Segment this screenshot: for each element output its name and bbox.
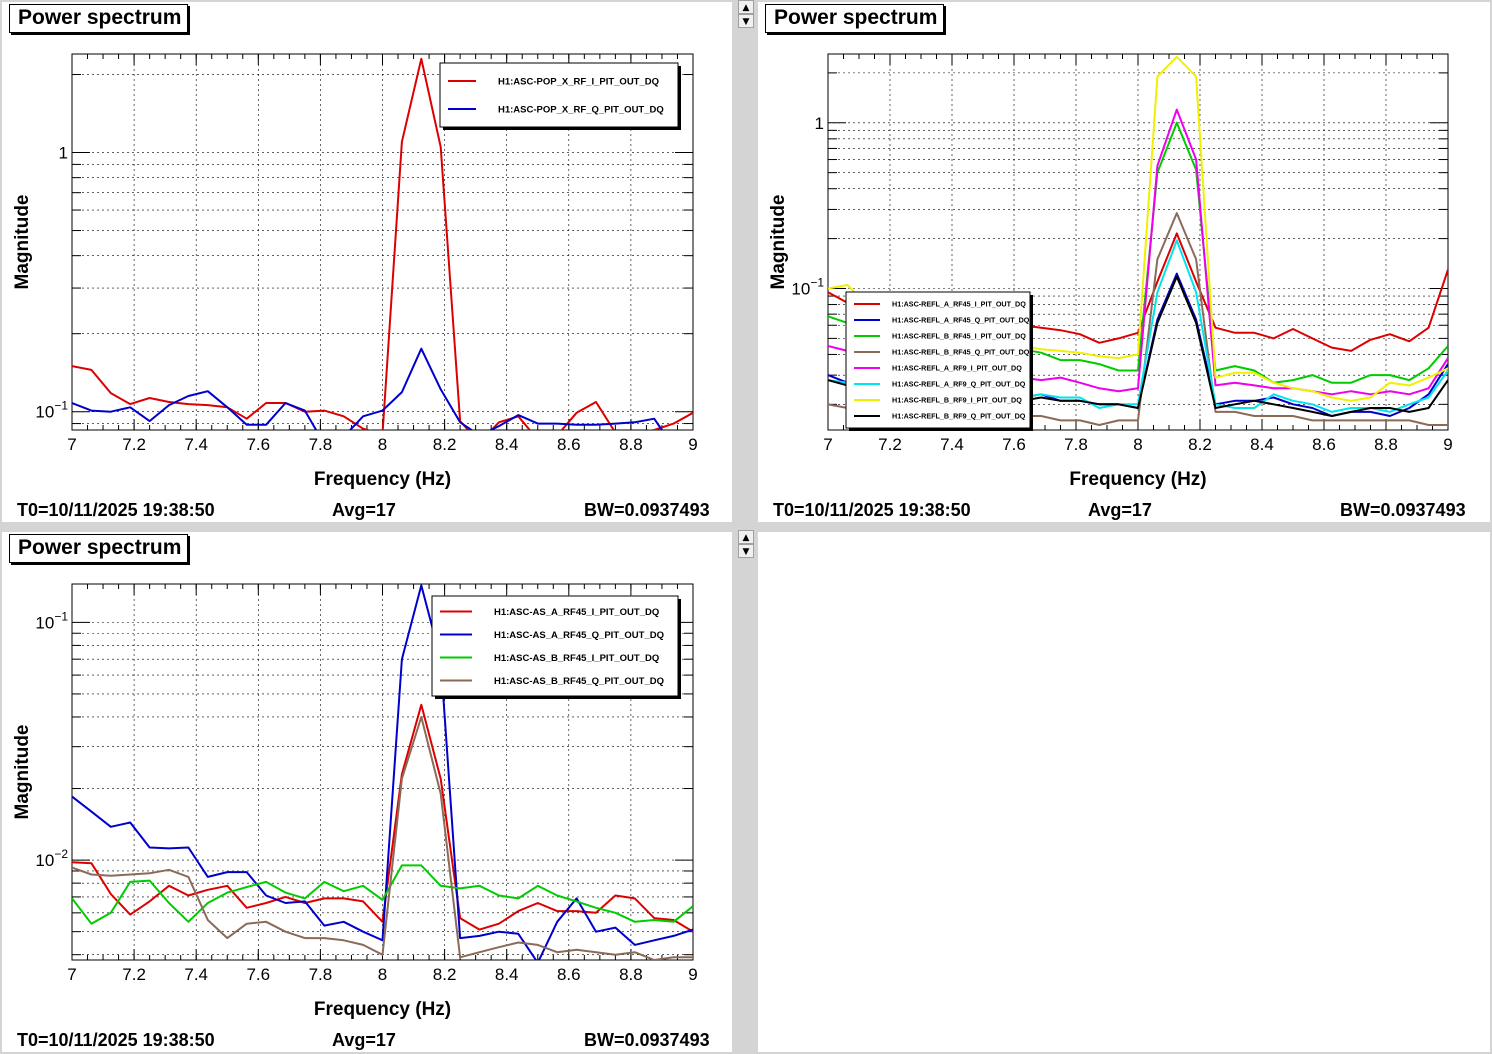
series-group: [72, 584, 693, 960]
y-tick-label: 10−1: [35, 399, 68, 422]
pad-title: Power spectrum: [9, 4, 189, 33]
x-tick-label: 8: [1133, 435, 1142, 454]
empty-pad[interactable]: [758, 532, 1490, 1052]
x-tick-label: 7.8: [309, 435, 333, 454]
y-tick-label: 1: [59, 144, 68, 163]
legend-label: H1:ASC-REFL_A_RF45_Q_PIT_OUT_DQ: [892, 316, 1030, 325]
x-tick-label: 8.4: [1250, 435, 1274, 454]
x-tick-label: 7: [823, 435, 832, 454]
legend-box: [845, 291, 1031, 429]
x-tick-label: 9: [1443, 435, 1452, 454]
scroll-down-button[interactable]: ▼: [738, 544, 754, 558]
series-line: [72, 584, 693, 960]
y-tick-label: 10−1: [791, 275, 824, 298]
series-line: [72, 347, 693, 430]
legend-label: H1:ASC-REFL_B_RF9_Q_PIT_OUT_DQ: [892, 412, 1026, 421]
x-tick-label: 7.8: [1064, 435, 1088, 454]
legend-label: H1:ASC-REFL_A_RF9_I_PIT_OUT_DQ: [892, 364, 1022, 373]
spectrum-pad-1[interactable]: Power spectrum 7 7.2 7.4 7.6 7.8 8 8.2 8.4 8.6 8.…: [2, 2, 732, 522]
series-line: [72, 703, 693, 933]
x-axis-title: Frequency (Hz): [314, 469, 451, 490]
x-tick-label: 9: [688, 965, 697, 984]
legend-label: H1:ASC-REFL_B_RF45_Q_PIT_OUT_DQ: [892, 348, 1030, 357]
footer-bw: BW=0.0937493: [1340, 500, 1466, 520]
spectrum-chart-2[interactable]: 7 7.2 7.4 7.6 7.8 8 8.2 8.4 8.6 8.8 9 1 10−1 Frequenc…: [758, 2, 1490, 497]
y-axis-title: Magnitude: [12, 195, 33, 290]
footer-t0: T0=10/11/2025 19:38:50: [17, 500, 215, 520]
x-tick-label: 7.6: [246, 435, 270, 454]
x-axis-title: Frequency (Hz): [1069, 469, 1206, 490]
x-tick-label: 8.2: [433, 965, 457, 984]
x-tick-label: 7.6: [246, 965, 270, 984]
series-group: [72, 57, 693, 430]
x-tick-label: 7.2: [122, 435, 146, 454]
x-tick-label: 8.6: [1312, 435, 1336, 454]
x-tick-label: 7: [67, 965, 76, 984]
x-tick-label: 8: [378, 435, 387, 454]
spectrum-pad-2[interactable]: Power spectrum 7 7.2 7.4 7.6 7.8 8 8.2 8.4 8.6 8.…: [758, 2, 1490, 522]
series-line: [72, 864, 693, 925]
legend-label: H1:ASC-AS_B_RF45_Q_PIT_OUT_DQ: [494, 676, 664, 687]
x-tick-label: 8: [378, 965, 387, 984]
spectrum-chart-1[interactable]: 7 7.2 7.4 7.6 7.8 8 8.2 8.4 8.6 8.8 9 1 10−1 Frequenc…: [2, 2, 732, 497]
legend-label: H1:ASC-AS_B_RF45_I_PIT_OUT_DQ: [494, 653, 659, 664]
x-tick-label: 7.8: [309, 965, 333, 984]
footer-avg: Avg=17: [1088, 500, 1152, 520]
x-tick-label: 9: [688, 435, 697, 454]
footer-t0: T0=10/11/2025 19:38:50: [773, 500, 971, 520]
pad-title: Power spectrum: [9, 534, 189, 563]
legend-label: H1:ASC-AS_A_RF45_I_PIT_OUT_DQ: [494, 607, 659, 618]
x-tick-label: 8.6: [557, 435, 581, 454]
x-tick-label: 8.8: [619, 965, 643, 984]
x-tick-label: 8.4: [495, 435, 519, 454]
x-tick-label: 7.4: [184, 965, 208, 984]
x-tick-label: 7.4: [940, 435, 964, 454]
x-axis-title: Frequency (Hz): [314, 999, 451, 1020]
legend-box: [431, 595, 679, 697]
legend-label: H1:ASC-AS_A_RF45_Q_PIT_OUT_DQ: [494, 630, 664, 641]
pad-title: Power spectrum: [765, 4, 945, 33]
y-tick-label: 10−1: [35, 609, 68, 632]
footer-t0: T0=10/11/2025 19:38:50: [17, 1030, 215, 1050]
legend-label: H1:ASC-REFL_A_RF45_I_PIT_OUT_DQ: [892, 300, 1026, 309]
x-tick-label: 8.6: [557, 965, 581, 984]
x-tick-label: 8.8: [619, 435, 643, 454]
series-line: [72, 716, 693, 960]
x-tick-label: 8.2: [1188, 435, 1212, 454]
legend-label: H1:ASC-POP_X_RF_I_PIT_OUT_DQ: [498, 76, 659, 87]
y-axis-title: Magnitude: [12, 725, 33, 820]
scroll-down-button[interactable]: ▼: [738, 14, 754, 28]
x-tick-label: 7.2: [878, 435, 902, 454]
legend-label: H1:ASC-REFL_B_RF45_I_PIT_OUT_DQ: [892, 332, 1026, 341]
y-tick-label: 10−2: [35, 847, 68, 870]
x-tick-label: 7: [67, 435, 76, 454]
footer-avg: Avg=17: [332, 1030, 396, 1050]
x-tick-label: 7.2: [122, 965, 146, 984]
x-tick-label: 8.4: [495, 965, 519, 984]
legend-label: H1:ASC-POP_X_RF_Q_PIT_OUT_DQ: [498, 104, 664, 115]
x-tick-label: 8.2: [433, 435, 457, 454]
x-tick-label: 7.6: [1002, 435, 1026, 454]
footer-avg: Avg=17: [332, 500, 396, 520]
spectrum-chart-3[interactable]: 7 7.2 7.4 7.6 7.8 8 8.2 8.4 8.6 8.8 9 10−1 10−2 Frequ…: [2, 532, 732, 1027]
legend-label: H1:ASC-REFL_B_RF9_I_PIT_OUT_DQ: [892, 396, 1022, 405]
footer-bw: BW=0.0937493: [584, 500, 710, 520]
y-axis-title: Magnitude: [768, 195, 789, 290]
x-tick-label: 7.4: [184, 435, 208, 454]
legend-box: [439, 62, 679, 128]
scroll-up-button[interactable]: ▲: [738, 530, 754, 544]
footer-bw: BW=0.0937493: [584, 1030, 710, 1050]
x-tick-label: 8.8: [1374, 435, 1398, 454]
y-tick-label: 1: [815, 114, 824, 133]
scroll-up-button[interactable]: ▲: [738, 0, 754, 14]
legend-label: H1:ASC-REFL_A_RF9_Q_PIT_OUT_DQ: [892, 380, 1026, 389]
spectrum-pad-3[interactable]: Power spectrum 7 7.2 7.4 7.6 7.8 8 8.2 8.4 8.6 8.…: [2, 532, 732, 1052]
